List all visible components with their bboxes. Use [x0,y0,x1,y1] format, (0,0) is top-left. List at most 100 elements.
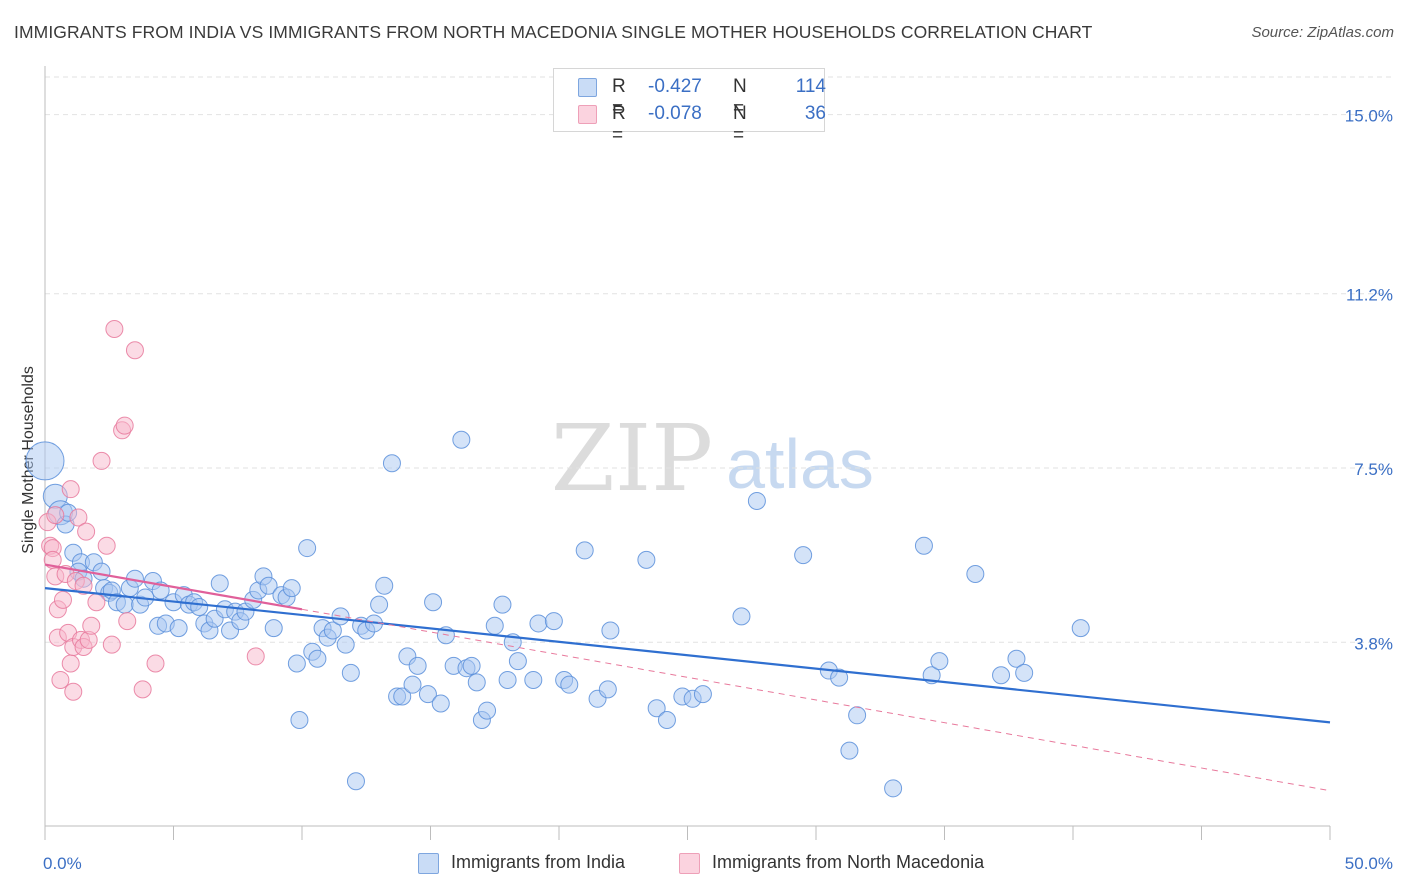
india-point [331,607,350,626]
india-point [966,564,985,583]
north-macedonia-point [51,670,70,689]
india-point [403,675,422,694]
india-point [884,779,903,798]
watermark-zip: ZIP [551,405,713,512]
north-macedonia-point [146,654,165,673]
legend-label: Immigrants from India [451,852,626,872]
y-tick-label: 15.0% [1345,107,1393,126]
n-label: N = [733,76,747,119]
india-trend-line [44,587,1331,724]
india-point [308,649,327,668]
india-point [478,701,497,720]
india-point [424,593,443,612]
stats-legend: R = -0.427 N = 114 R = -0.078 N = 36 [553,68,826,146]
india-point [830,668,849,687]
india-point [341,663,360,682]
r-value: -0.078 [648,103,702,124]
n-value: 114 [795,76,826,97]
india-point [493,595,512,614]
india-point [657,711,676,730]
india-legend-swatch [418,853,439,874]
india-point [115,595,134,614]
r-value: -0.427 [648,76,702,97]
india-point [747,491,766,510]
north-macedonia-legend-swatch [679,853,700,874]
chart-title: IMMIGRANTS FROM INDIA VS IMMIGRANTS FROM… [14,22,1093,42]
india-point [298,539,317,558]
legend-label: Immigrants from North Macedonia [712,852,985,872]
north-macedonia-point [125,341,144,360]
india-point [544,612,563,631]
north-macedonia-point [115,416,134,435]
india-point [575,541,594,560]
india-point [210,574,229,593]
india-point [637,550,656,569]
india-point [498,670,517,689]
north-macedonia-point [97,536,116,555]
india-point [393,687,412,706]
india-point [323,621,342,640]
y-tick-label: 11.2% [1346,286,1393,305]
india-swatch [578,78,597,97]
india-point [598,680,617,699]
india-point [529,614,548,633]
india-point [647,699,666,718]
india-point [508,652,527,671]
r-label: R = [612,76,626,119]
north-macedonia-trend-extension [301,608,1331,792]
y-tick-label: 3.8% [1354,634,1393,653]
north-macedonia-point [92,451,111,470]
india-point [794,546,813,565]
north-macedonia-point [118,612,137,631]
india-point [336,635,355,654]
north-macedonia-point [105,320,124,339]
north-macedonia-point [61,480,80,499]
india-point [930,652,949,671]
north-macedonia-point [74,576,93,595]
north-macedonia-swatch [578,105,597,124]
india-point [92,562,111,581]
india-point [190,597,209,616]
india-point [524,670,543,689]
north-macedonia-point [64,682,83,701]
india-point [1071,619,1090,638]
north-macedonia-point [87,593,106,612]
north-macedonia-point [102,635,121,654]
x-tick-label-min: 0.0% [43,854,82,873]
india-point [264,619,283,638]
india-point [375,576,394,595]
n-value: 36 [804,103,826,124]
india-point [346,772,365,791]
india-point [467,673,486,692]
india-point [25,441,65,481]
source-label: Source: ZipAtlas.com [1251,24,1394,41]
north-macedonia-point [246,647,265,666]
india-point [462,656,481,675]
watermark-atlas: atlas [726,425,874,503]
india-point [370,595,389,614]
india-point [992,666,1011,685]
india-point [732,607,751,626]
india-point [431,694,450,713]
india-point [840,741,859,760]
y-tick-label: 7.5% [1354,460,1393,479]
north-macedonia-point [53,590,72,609]
india-point [1007,649,1026,668]
india-point [382,454,401,473]
india-point [418,685,437,704]
india-point [169,619,188,638]
north-macedonia-point [133,680,152,699]
india-point [485,616,504,635]
north-macedonia-point [82,616,101,635]
north-macedonia-point [46,506,65,525]
india-point [914,536,933,555]
india-point [693,685,712,704]
north-macedonia-point [77,522,96,541]
x-tick-label-max: 50.0% [1345,854,1393,873]
india-point [259,576,278,595]
n-label: N = [733,103,747,146]
india-point [601,621,620,640]
r-label: R = [612,103,626,146]
india-point [282,579,301,598]
